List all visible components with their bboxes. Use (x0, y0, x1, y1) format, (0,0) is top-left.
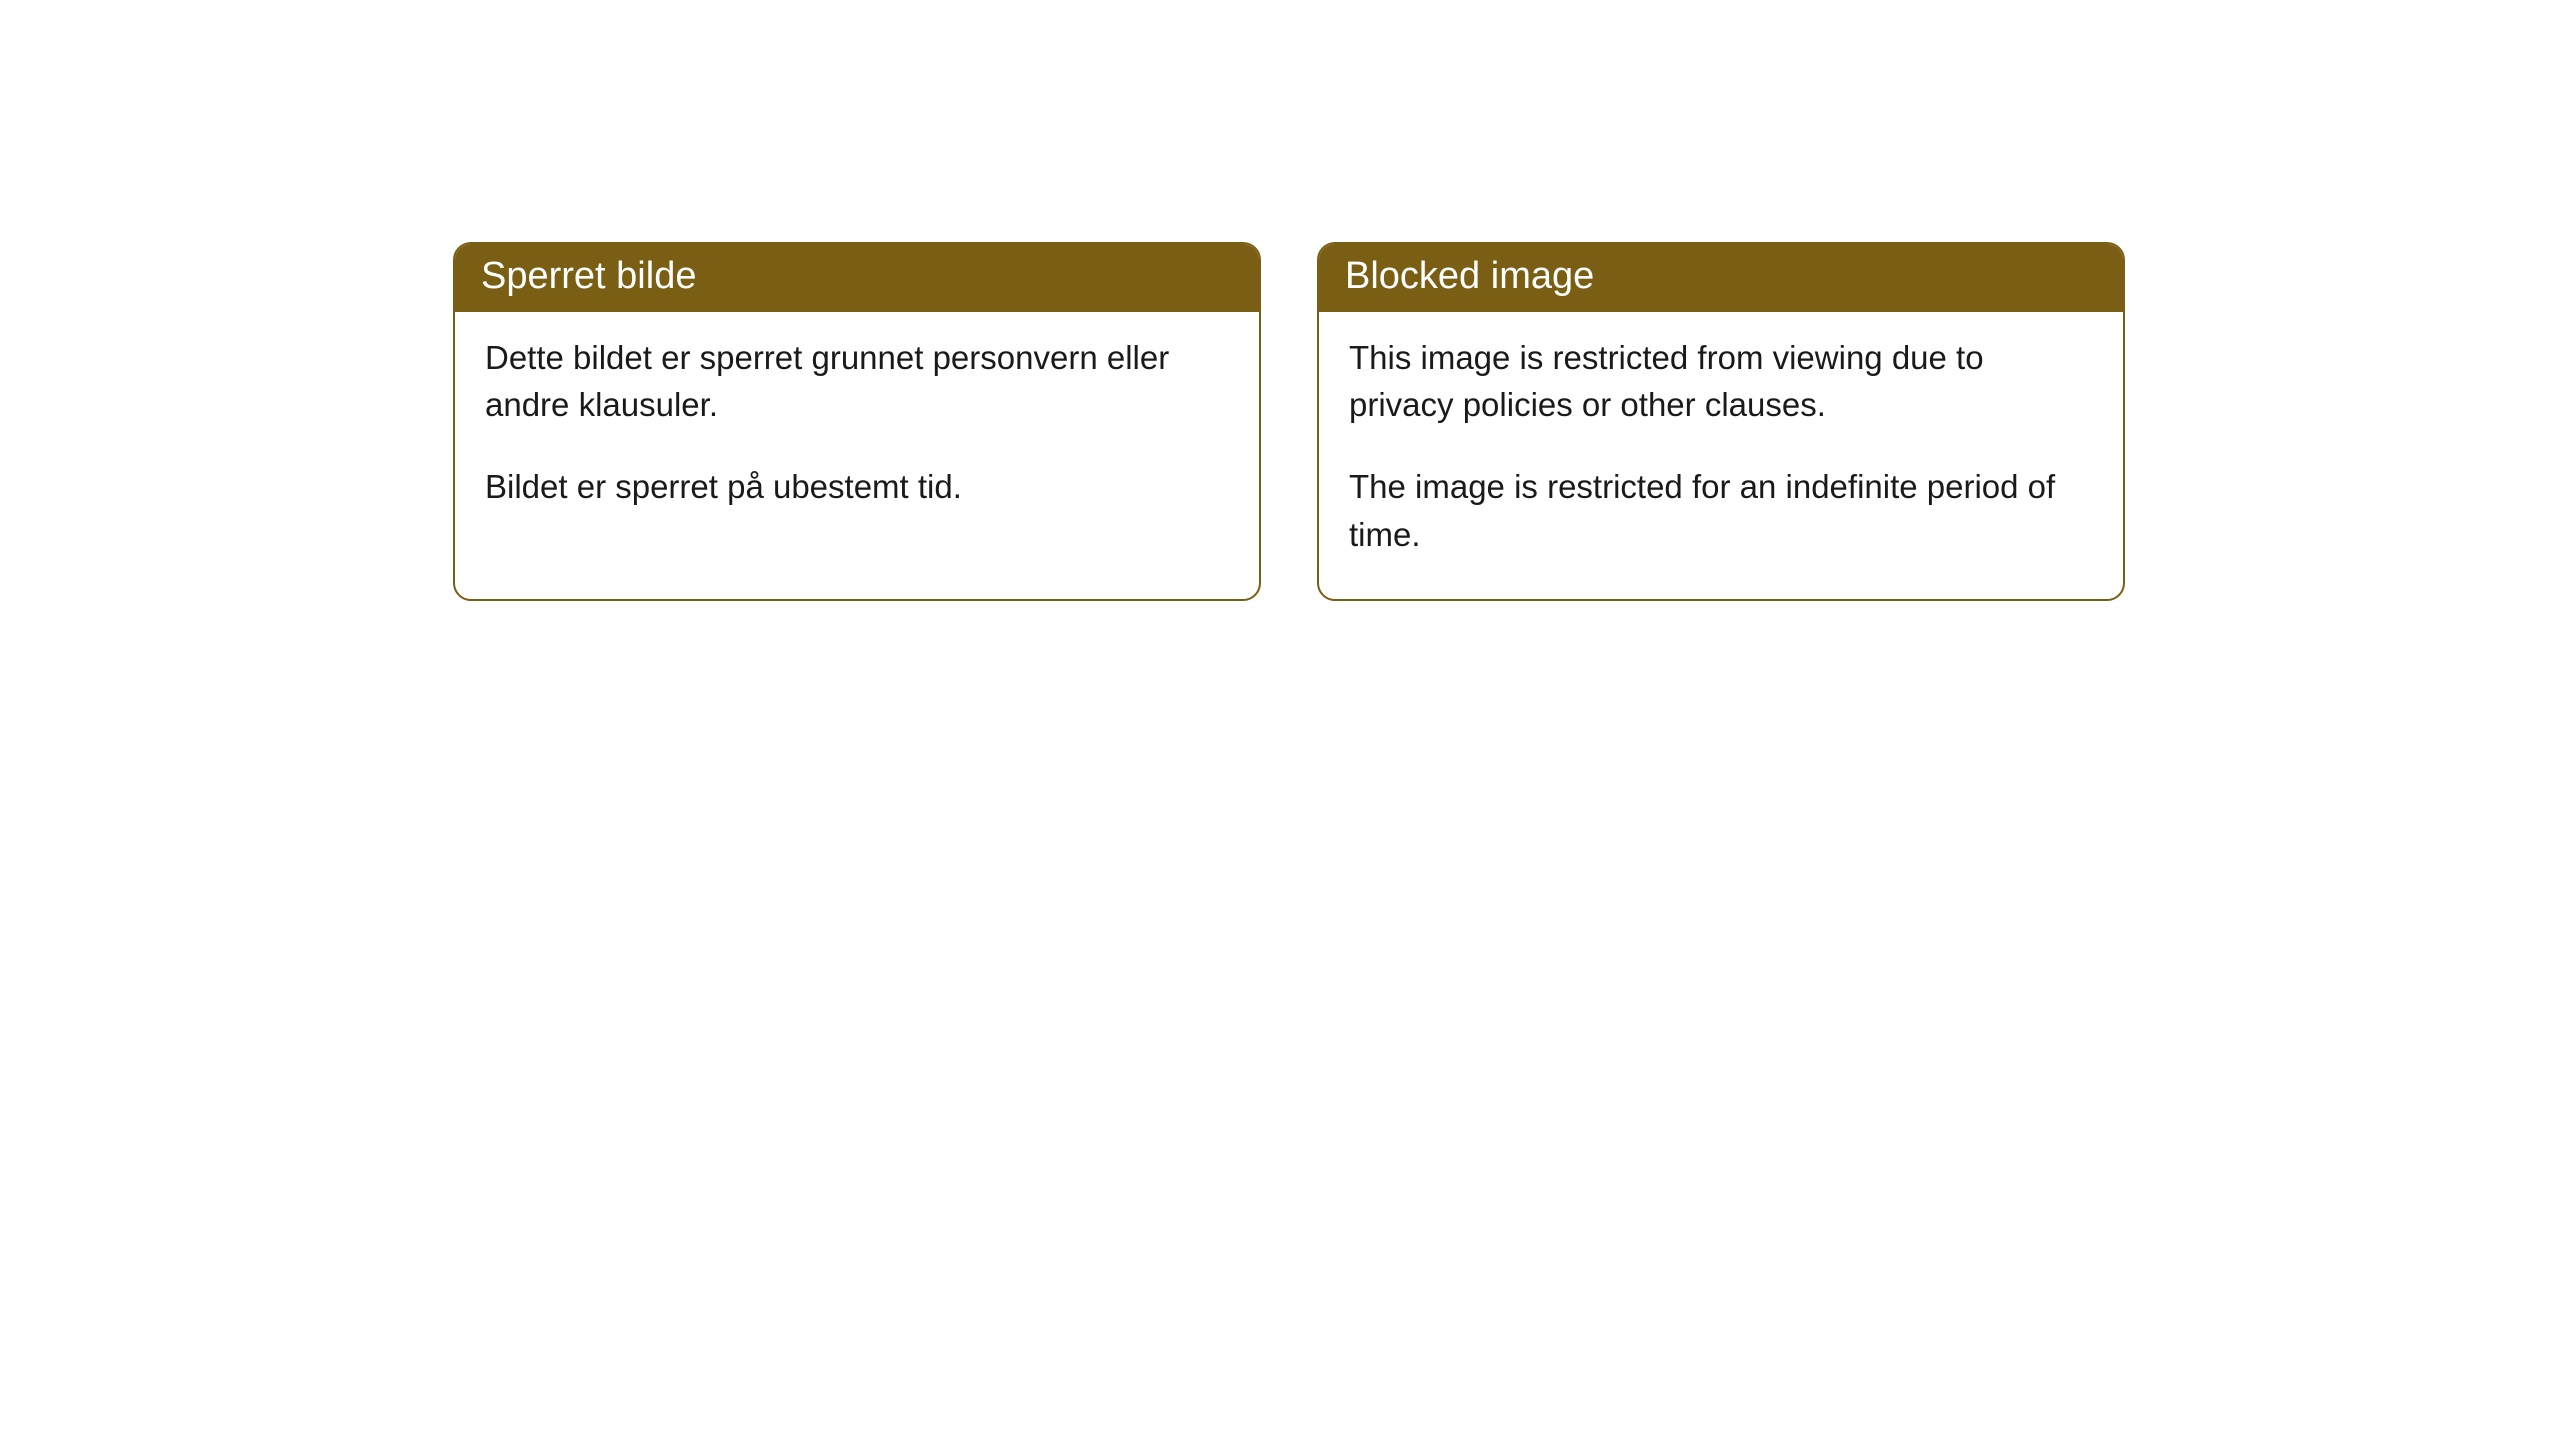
card-body-norwegian: Dette bildet er sperret grunnet personve… (455, 312, 1259, 552)
notice-card-norwegian: Sperret bilde Dette bildet er sperret gr… (453, 242, 1261, 601)
card-body-english: This image is restricted from viewing du… (1319, 312, 2123, 599)
card-header-english: Blocked image (1319, 244, 2123, 312)
card-text-line: This image is restricted from viewing du… (1349, 334, 2093, 430)
card-text-line: The image is restricted for an indefinit… (1349, 463, 2093, 559)
notice-card-english: Blocked image This image is restricted f… (1317, 242, 2125, 601)
card-text-line: Dette bildet er sperret grunnet personve… (485, 334, 1229, 430)
notice-cards-container: Sperret bilde Dette bildet er sperret gr… (0, 0, 2560, 601)
card-header-norwegian: Sperret bilde (455, 244, 1259, 312)
card-text-line: Bildet er sperret på ubestemt tid. (485, 463, 1229, 511)
